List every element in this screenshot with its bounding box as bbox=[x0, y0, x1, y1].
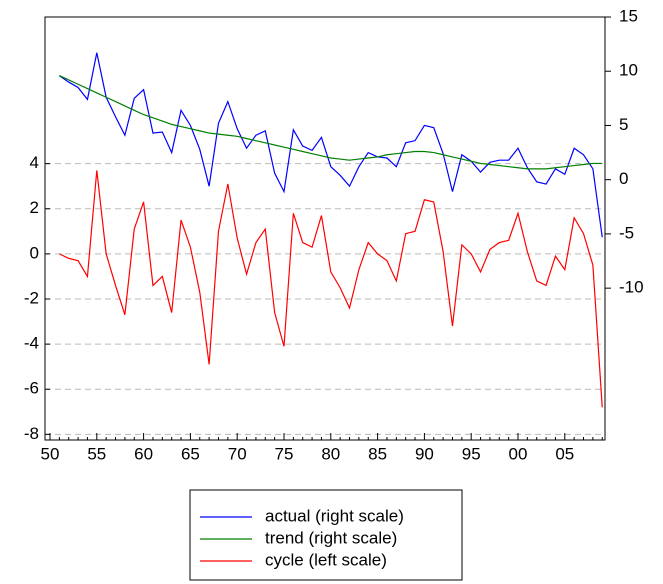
y-tick-label: 0 bbox=[30, 243, 39, 262]
x-tick-label: 80 bbox=[321, 444, 340, 463]
y-tick-label: -8 bbox=[24, 424, 39, 443]
y-tick-label: 2 bbox=[30, 198, 39, 217]
x-tick-label: 65 bbox=[181, 444, 200, 463]
x-tick-label: 75 bbox=[275, 444, 294, 463]
x-tick-label: 95 bbox=[462, 444, 481, 463]
series-line bbox=[59, 75, 603, 170]
y2-tick-label: -10 bbox=[619, 278, 644, 297]
y2-tick-label: 5 bbox=[619, 115, 628, 134]
x-tick-label: 90 bbox=[415, 444, 434, 463]
y-tick-label: -4 bbox=[24, 334, 39, 353]
y2-tick-label: 0 bbox=[619, 169, 628, 188]
x-tick-label: 85 bbox=[368, 444, 387, 463]
y-tick-label: -6 bbox=[24, 379, 39, 398]
y2-tick-label: 10 bbox=[619, 61, 638, 80]
x-tick-label: 70 bbox=[228, 444, 247, 463]
x-tick-label: 50 bbox=[41, 444, 60, 463]
legend-box bbox=[189, 489, 463, 581]
x-tick-label: 05 bbox=[555, 444, 574, 463]
legend-label: cycle (left scale) bbox=[265, 550, 387, 569]
legend-label: actual (right scale) bbox=[265, 506, 404, 525]
x-tick-label: 55 bbox=[87, 444, 106, 463]
y2-tick-label: 15 bbox=[619, 6, 638, 25]
x-tick-label: 00 bbox=[509, 444, 528, 463]
y2-tick-label: -5 bbox=[619, 223, 634, 242]
legend-label: trend (right scale) bbox=[265, 528, 397, 547]
series-line bbox=[59, 52, 603, 238]
x-tick-label: 60 bbox=[134, 444, 153, 463]
y-tick-label: -2 bbox=[24, 288, 39, 307]
series-line bbox=[59, 170, 603, 408]
y-tick-label: 4 bbox=[30, 153, 39, 172]
plot-frame bbox=[44, 16, 606, 441]
